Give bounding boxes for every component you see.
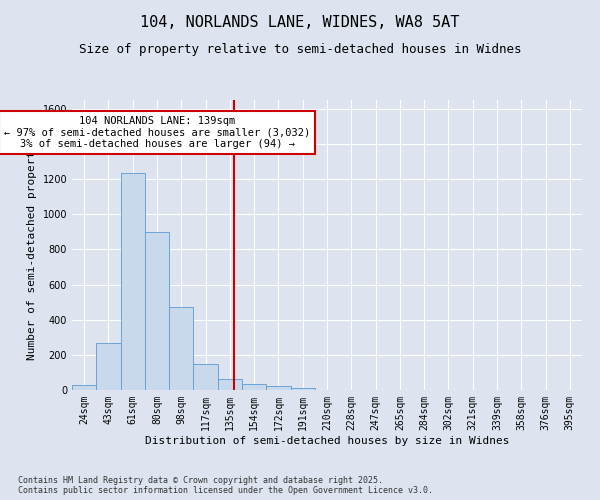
Bar: [121, 173, 145, 390]
Bar: [96, 344, 121, 390]
Bar: [218, 378, 242, 390]
X-axis label: Distribution of semi-detached houses by size in Widnes: Distribution of semi-detached houses by …: [145, 436, 509, 446]
Y-axis label: Number of semi-detached properties: Number of semi-detached properties: [27, 130, 37, 360]
Text: Contains HM Land Registry data © Crown copyright and database right 2025.
Contai: Contains HM Land Registry data © Crown c…: [18, 476, 433, 495]
Bar: [169, 308, 193, 390]
Text: Size of property relative to semi-detached houses in Widnes: Size of property relative to semi-detach…: [79, 42, 521, 56]
Text: 104, NORLANDS LANE, WIDNES, WA8 5AT: 104, NORLANDS LANE, WIDNES, WA8 5AT: [140, 15, 460, 30]
Bar: [193, 364, 218, 390]
Bar: [72, 384, 96, 390]
Bar: [290, 388, 315, 390]
Bar: [242, 384, 266, 390]
Bar: [266, 386, 290, 390]
Text: 104 NORLANDS LANE: 139sqm
← 97% of semi-detached houses are smaller (3,032)
3% o: 104 NORLANDS LANE: 139sqm ← 97% of semi-…: [4, 116, 310, 149]
Bar: [145, 232, 169, 390]
